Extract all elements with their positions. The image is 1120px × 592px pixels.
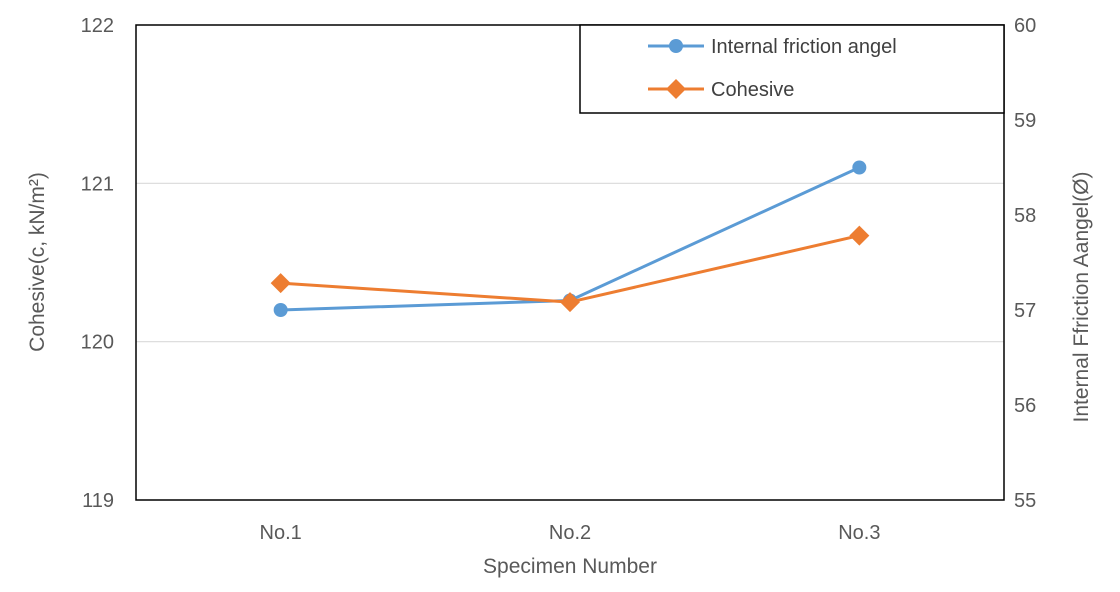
- x-axis-title: Specimen Number: [483, 555, 657, 578]
- data-point-circle: [273, 303, 288, 317]
- left-tick-label: 119: [82, 490, 114, 512]
- right-tick-label: 56: [1014, 395, 1036, 417]
- left-y-axis-title: Cohesive(c, kN/m²): [26, 172, 49, 352]
- right-axis-tick-labels: 55 56 57 58 59 60: [1014, 15, 1036, 512]
- right-tick-label: 57: [1014, 300, 1036, 322]
- data-point-circle: [669, 39, 683, 53]
- legend: Internal friction angel Cohesive: [579, 24, 1005, 114]
- right-tick-label: 59: [1014, 110, 1036, 132]
- legend-item: Cohesive: [648, 79, 794, 101]
- left-axis-tick-labels: 119 120 121 122: [81, 15, 114, 512]
- plot-area-border: [135, 24, 1005, 501]
- left-tick-label: 122: [81, 15, 114, 37]
- right-tick-label: 58: [1014, 205, 1036, 227]
- data-point-diamond: [560, 292, 580, 313]
- right-tick-label: 55: [1014, 490, 1036, 512]
- data-point-circle: [852, 160, 867, 175]
- data-point-diamond: [666, 79, 686, 99]
- data-point-diamond: [270, 273, 291, 294]
- x-tick-label: No.2: [549, 522, 591, 544]
- data-point-diamond: [849, 225, 870, 246]
- x-tick-label: No.3: [838, 522, 880, 544]
- series-cohesive: [270, 225, 870, 313]
- x-tick-label: No.1: [260, 522, 302, 544]
- left-tick-label: 120: [81, 332, 114, 354]
- legend-item: Internal friction angel: [648, 36, 897, 58]
- legend-label: Cohesive: [711, 79, 794, 101]
- right-y-axis-title: Internal Ffriction Aangel(Ø): [1070, 172, 1093, 423]
- legend-label: Internal friction angel: [711, 36, 897, 58]
- x-axis-tick-labels: No.1 No.2 No.3: [260, 522, 881, 544]
- series-layer: [270, 160, 870, 317]
- left-tick-label: 121: [81, 173, 114, 195]
- right-tick-label: 60: [1014, 15, 1036, 37]
- legend-box: [579, 24, 1005, 114]
- gridlines: [136, 182, 1004, 343]
